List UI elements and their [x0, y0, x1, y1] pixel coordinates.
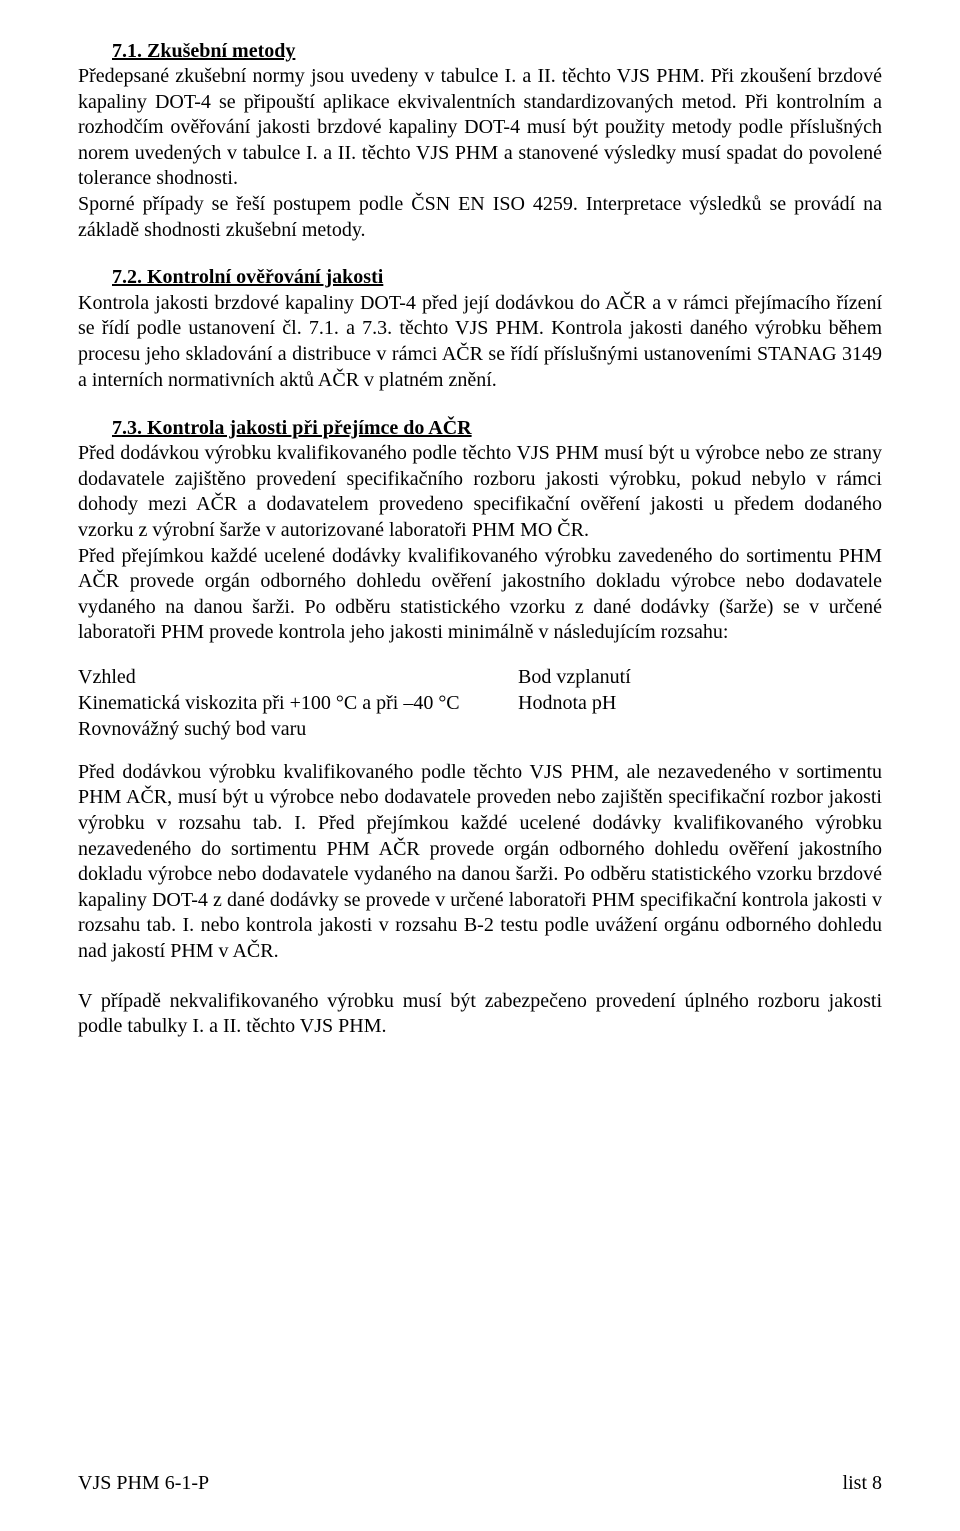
- section-71-heading: 7.1. Zkušební metody: [112, 38, 882, 64]
- section-71-body2: Sporné případy se řeší postupem podle ČS…: [78, 192, 882, 243]
- section-72-paragraph: 7.2. Kontrolní ověřování jakosti Kontrol…: [78, 265, 882, 393]
- section-71-body1: Předepsané zkušební normy jsou uvedeny v…: [78, 64, 882, 192]
- p-after-table-text: Před dodávkou výrobku kvalifikovaného po…: [78, 760, 882, 965]
- paragraph-last: V případě nekvalifikovaného výrobku musí…: [78, 989, 882, 1040]
- page-footer: VJS PHM 6-1-P list 8: [78, 1472, 882, 1495]
- footer-right: list 8: [843, 1472, 882, 1495]
- property-bod-varu: Rovnovážný suchý bod varu: [78, 716, 518, 742]
- section-72-heading: 7.2. Kontrolní ověřování jakosti: [112, 266, 383, 288]
- property-empty: [518, 716, 882, 742]
- section-73-heading: 7.3. Kontrola jakosti při přejímce do AČ…: [112, 415, 882, 441]
- property-row-2: Kinematická viskozita při +100 °C a při …: [78, 690, 882, 716]
- document-page: 7.1. Zkušební metody Předepsané zkušební…: [0, 0, 960, 1531]
- section-72-body: Kontrola jakosti brzdové kapaliny DOT-4 …: [78, 292, 882, 391]
- footer-left: VJS PHM 6-1-P: [78, 1472, 209, 1495]
- section-73-p1: Před dodávkou výrobku kvalifikovaného po…: [78, 441, 882, 543]
- property-hodnota-ph: Hodnota pH: [518, 690, 882, 716]
- paragraph-after-table: Před dodávkou výrobku kvalifikovaného po…: [78, 760, 882, 965]
- property-vzhled: Vzhled: [78, 664, 518, 690]
- property-row-3: Rovnovážný suchý bod varu: [78, 716, 882, 742]
- property-row-1: Vzhled Bod vzplanutí: [78, 664, 882, 690]
- property-viskozita: Kinematická viskozita při +100 °C a při …: [78, 690, 518, 716]
- section-73-p2: Před přejímkou každé ucelené dodávky kva…: [78, 544, 882, 646]
- property-bod-vzplanuti: Bod vzplanutí: [518, 664, 882, 690]
- p-last-text: V případě nekvalifikovaného výrobku musí…: [78, 989, 882, 1040]
- section-71: 7.1. Zkušební metody Předepsané zkušební…: [78, 38, 882, 243]
- properties-list: Vzhled Bod vzplanutí Kinematická viskozi…: [78, 664, 882, 742]
- section-72: 7.2. Kontrolní ověřování jakosti Kontrol…: [78, 265, 882, 393]
- section-73: 7.3. Kontrola jakosti při přejímce do AČ…: [78, 415, 882, 646]
